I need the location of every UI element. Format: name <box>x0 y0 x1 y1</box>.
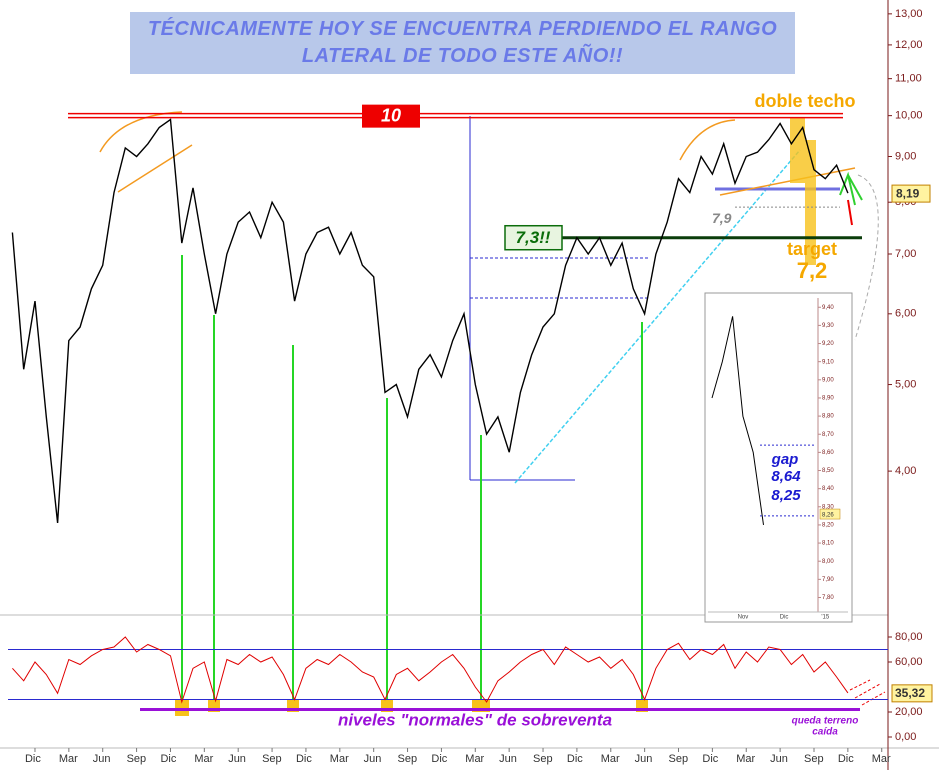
x-tick-label: Dic <box>296 753 312 765</box>
y-tick-label: 0,00 <box>895 731 916 743</box>
support-label: 7,3!! <box>516 228 551 247</box>
inset-y-tick-label: 7,80 <box>822 595 834 601</box>
plot: 13,00 12,00 11,00 10,00 9,00 8,00 7,00 6,00 5,00… <box>8 8 933 765</box>
inset-chart: 9,40 9,30 9,20 9,10 9,00 8,90 8,80 8,70 8,60 8,50… <box>708 298 848 621</box>
x-tick-label: Jun <box>228 753 246 765</box>
y-tick-label: 5,00 <box>895 378 916 390</box>
y-tick-label: 60,00 <box>895 656 923 668</box>
price-line <box>711 316 764 525</box>
x-tick-label: Dic <box>160 753 176 765</box>
x-tick-label: Mar <box>736 753 755 765</box>
inset-y-tick-label: 7,90 <box>822 577 834 583</box>
inset-y-tick-label: 8,30 <box>822 504 834 510</box>
inset-y-tick-label: 9,20 <box>822 341 834 347</box>
x-tick-label: Dic <box>838 753 854 765</box>
chart-title: TÉCNICAMENTE HOY SE ENCUENTRA PERDIENDO … <box>147 18 778 67</box>
resistance-box <box>362 104 420 128</box>
x-tick-label: Mar <box>465 753 484 765</box>
last-price-label: 8,19 <box>896 186 920 200</box>
y-tick-label: 80,00 <box>895 631 923 643</box>
inset-y-tick-label: 8,40 <box>822 486 834 492</box>
price-line <box>12 636 849 704</box>
inset-y-tick-label: 9,40 <box>822 305 834 311</box>
x-tick-label: Sep <box>127 753 147 765</box>
inset-y-tick-label: 8,70 <box>822 432 834 438</box>
x-tick-label: Jun <box>499 753 517 765</box>
fall-note: queda terreno <box>792 716 859 727</box>
inset-x-tick-label: Dic <box>780 615 789 621</box>
double-top-label: doble techo <box>754 91 855 111</box>
y-tick-label: 10,00 <box>895 110 923 122</box>
y-tick-label: 20,00 <box>895 706 923 718</box>
last-price-box <box>891 184 931 203</box>
y-tick-label: 11,00 <box>895 73 922 85</box>
rsi-last-box <box>891 684 933 703</box>
neckline-label: 7,9 <box>712 210 732 226</box>
resistance-label: 10 <box>381 105 401 125</box>
x-tick-label: Sep <box>669 753 689 765</box>
inset-y-tick-label: 8,90 <box>822 396 834 402</box>
x-tick-label: Mar <box>872 753 891 765</box>
y-tick-label: 4,00 <box>895 465 916 477</box>
x-tick-label: Sep <box>398 753 418 765</box>
x-tick-label: Dic <box>431 753 447 765</box>
inset-y-tick-label: 8,20 <box>822 523 834 529</box>
gap-top-label: 8,64 <box>771 468 801 485</box>
x-tick-label: Dic <box>702 753 718 765</box>
title-box <box>130 12 795 74</box>
inset-last-box <box>819 508 841 520</box>
inset-x-tick-label: '15 <box>821 615 829 621</box>
y-tick-label: 12,00 <box>895 39 923 51</box>
x-tick-label: Mar <box>601 753 620 765</box>
x-tick-label: Mar <box>59 753 78 765</box>
y-tick-label: 13,00 <box>895 8 923 20</box>
fall-note: caída <box>812 727 838 738</box>
x-tick-label: Sep <box>804 753 824 765</box>
target-label: 7,2 <box>797 258 828 283</box>
x-tick-label: Jun <box>635 753 653 765</box>
inset-y-tick-label: 8,60 <box>822 450 834 456</box>
x-tick-label: Sep <box>262 753 282 765</box>
inset-x-tick-label: Nov <box>738 615 749 621</box>
inset-y-tick-label: 8,80 <box>822 414 834 420</box>
rsi-last-label: 35,32 <box>895 686 925 700</box>
inset-y-tick-label: 9,10 <box>822 359 834 365</box>
target-title: target <box>787 239 837 259</box>
x-tick-label: Jun <box>93 753 111 765</box>
y-tick-label: 9,00 <box>895 150 916 162</box>
inset-frame <box>704 292 853 623</box>
x-tick-label: Dic <box>567 753 583 765</box>
inset-y-tick-label: 9,30 <box>822 323 834 329</box>
x-tick-label: Jun <box>364 753 382 765</box>
gap-bottom-label: 8,25 <box>771 487 801 504</box>
price-line <box>11 118 849 523</box>
y-tick-label: 7,00 <box>895 248 916 260</box>
y-tick-label: 6,00 <box>895 308 916 320</box>
support-box <box>504 224 563 251</box>
x-tick-label: Sep <box>533 753 553 765</box>
inset-y-tick-label: 8,10 <box>822 541 834 547</box>
gap-title: gap <box>771 451 799 468</box>
oversold-note: niveles "normales" de sobreventa <box>338 710 612 729</box>
x-tick-label: Dic <box>25 753 41 765</box>
x-tick-label: Mar <box>194 753 213 765</box>
x-tick-label: Mar <box>330 753 349 765</box>
inset-y-tick-label: 8,50 <box>822 468 834 474</box>
inset-last-label: 8,26 <box>822 513 834 519</box>
inset-y-tick-label: 8,00 <box>822 559 834 565</box>
x-tick-label: Jun <box>770 753 788 765</box>
inset-y-tick-label: 9,00 <box>822 377 834 383</box>
